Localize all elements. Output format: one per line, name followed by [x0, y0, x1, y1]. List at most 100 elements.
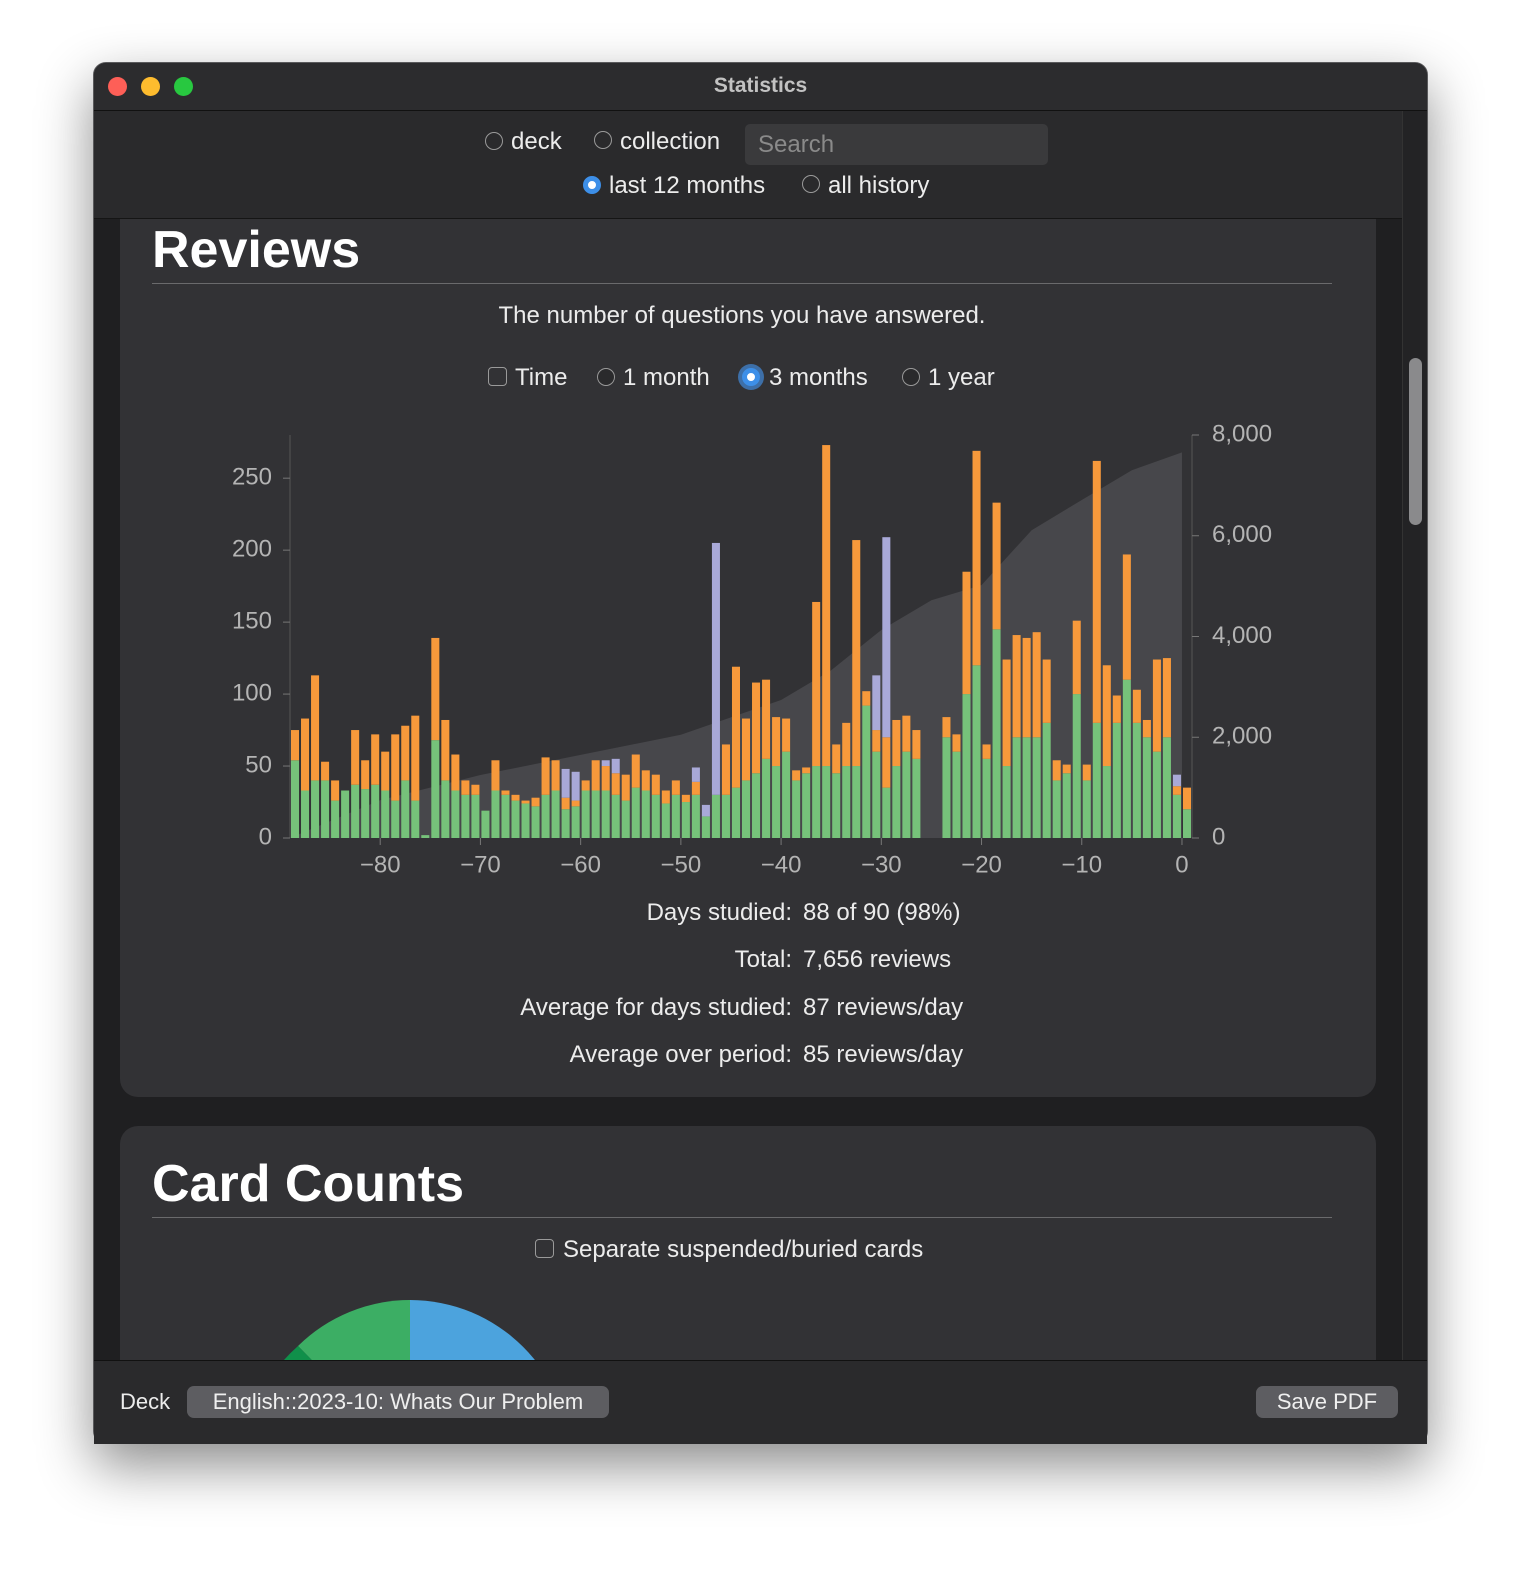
bar-segment [852, 766, 861, 838]
bar-segment [391, 800, 400, 838]
bar-segment [351, 730, 360, 785]
bar-segment [962, 694, 971, 838]
bar-segment [1132, 722, 1141, 838]
bar-segment [731, 787, 740, 838]
bar-segment [421, 835, 430, 838]
bar-segment [822, 766, 831, 838]
scrollbar-thumb[interactable] [1409, 358, 1422, 525]
bar-segment [1142, 737, 1151, 838]
bar-segment [531, 797, 540, 807]
bar-segment [1042, 722, 1051, 838]
bar-segment [721, 794, 730, 838]
bar-segment [591, 790, 600, 838]
checkbox-label[interactable]: Separate suspended/buried cards [563, 1236, 924, 1263]
bar-segment [872, 730, 881, 752]
bar-segment [661, 803, 670, 838]
bar-segment [1002, 766, 1011, 838]
bar-segment [541, 757, 550, 795]
bar-segment [1012, 635, 1021, 738]
y-tick-label: 50 [245, 751, 272, 778]
bar-segment [1012, 737, 1021, 838]
bar-segment [671, 780, 680, 795]
bar-segment [371, 784, 380, 838]
search-field[interactable]: Search [745, 124, 1048, 165]
bar-segment [681, 802, 690, 838]
section-title: Card Counts [152, 1155, 464, 1213]
radio[interactable] [583, 176, 601, 194]
close-button[interactable] [108, 77, 127, 96]
bar-segment [972, 665, 981, 838]
radio-label[interactable]: deck [511, 128, 562, 155]
radio[interactable] [902, 368, 920, 386]
bar-segment [1172, 786, 1181, 795]
radio-label[interactable]: 1 year [928, 364, 995, 391]
pie-chart [284, 1300, 535, 1360]
radio[interactable] [742, 368, 760, 386]
bar-segment [621, 800, 630, 838]
bar-segment [571, 806, 580, 838]
bar-segment [942, 737, 951, 838]
bar-segment [802, 767, 811, 774]
bar-segment [361, 789, 370, 838]
radio-label[interactable]: last 12 months [609, 172, 766, 199]
bar-segment [691, 781, 700, 795]
y2-tick-label: 4,000 [1212, 622, 1272, 649]
bar-segment [792, 780, 801, 838]
y-tick-label: 200 [232, 535, 272, 562]
bar-segment [782, 718, 791, 752]
radio-label[interactable]: 1 month [623, 364, 710, 391]
checkbox[interactable] [535, 1239, 554, 1258]
bar-segment [882, 787, 891, 838]
bar-segment [962, 571, 971, 695]
bar-segment [431, 740, 440, 838]
bar-segment [591, 760, 600, 791]
zoom-button[interactable] [174, 77, 193, 96]
bar-segment [411, 715, 420, 801]
minimize-button[interactable] [141, 77, 160, 96]
x-tick-label: −60 [560, 851, 601, 878]
bar-segment [1182, 809, 1191, 838]
bar-segment [461, 794, 470, 838]
checkbox-label[interactable]: Time [515, 364, 568, 391]
bar-segment [401, 780, 410, 838]
radio-label[interactable]: 3 months [769, 364, 868, 391]
bar-segment [611, 773, 620, 795]
radio[interactable] [485, 132, 503, 150]
y-tick-label: 150 [232, 607, 272, 634]
radio-label[interactable]: collection [620, 128, 721, 155]
radio-label[interactable]: all history [828, 172, 930, 199]
stat-value: 85 reviews/day [803, 1041, 964, 1068]
bar-segment [862, 705, 871, 838]
bar-segment [691, 767, 700, 782]
bar-segment [671, 794, 680, 838]
bar-segment [681, 794, 690, 803]
bar-segment [1092, 722, 1101, 838]
checkbox[interactable] [488, 367, 507, 386]
bar-segment [1182, 787, 1191, 810]
bar-segment [491, 790, 500, 838]
y-tick-label: 250 [232, 464, 272, 491]
bar-segment [872, 751, 881, 838]
bar-segment [581, 780, 590, 791]
save-pdf-button[interactable]: Save PDF [1256, 1386, 1398, 1418]
bar-segment [1062, 773, 1071, 838]
bar-segment [651, 794, 660, 838]
bar-segment [301, 790, 310, 838]
bar-segment [842, 766, 851, 838]
bar-segment [391, 734, 400, 801]
bar-segment [631, 754, 640, 788]
bar-segment [1072, 620, 1081, 695]
x-tick-label: −20 [961, 851, 1002, 878]
divider [152, 283, 1332, 284]
radio[interactable] [597, 368, 615, 386]
bar-segment [772, 717, 781, 767]
stat-value: 7,656 reviews [803, 946, 952, 973]
bar-segment [982, 744, 991, 759]
radio[interactable] [802, 175, 820, 193]
bar-segment [892, 719, 901, 767]
bar-segment [1142, 719, 1151, 738]
radio[interactable] [594, 131, 612, 149]
deck-selector[interactable]: English::2023-10: Whats Our Problem [187, 1386, 609, 1418]
bar-segment [1172, 774, 1181, 787]
bar-segment [742, 718, 751, 781]
